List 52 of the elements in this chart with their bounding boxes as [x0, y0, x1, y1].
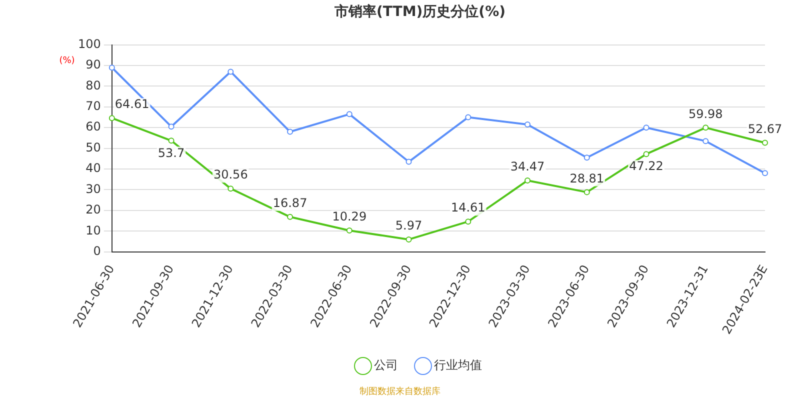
point [643, 124, 650, 131]
point [406, 158, 412, 165]
data-label: 52.67 [748, 122, 782, 136]
point [346, 111, 352, 118]
point [465, 114, 472, 120]
data-label: 16.87 [272, 196, 308, 210]
point [762, 140, 768, 146]
y-tick-label: 90 [86, 58, 101, 72]
y-tick-label: 100 [78, 36, 101, 51]
data-label: 30.56 [213, 168, 248, 182]
data-label: 59.98 [688, 106, 723, 121]
point [524, 122, 531, 128]
data-label: 5.97 [395, 218, 422, 233]
text: 制图数据来自数据库 [360, 386, 440, 397]
data-label: 64.61 [114, 97, 150, 112]
y-tick-label: 40 [86, 161, 101, 176]
y-tick-label: 70 [86, 99, 101, 114]
point [228, 68, 234, 75]
y-tick-label: 0 [93, 244, 101, 258]
point [465, 218, 472, 225]
y-tick-label: 20 [86, 202, 101, 217]
point [108, 115, 115, 122]
point [228, 186, 234, 192]
point [346, 228, 352, 234]
point [287, 214, 294, 220]
data-label: 47.22 [629, 159, 664, 174]
legend-label: 公司 [374, 358, 398, 372]
point [168, 124, 174, 130]
y-axis-title: (%) [59, 56, 75, 66]
y-tick-label: 30 [86, 182, 101, 196]
y-tick-label: 50 [86, 140, 101, 154]
point [702, 124, 709, 131]
data-label: 14.61 [450, 200, 486, 215]
point [287, 128, 294, 135]
point [702, 138, 709, 144]
data-label: 28.81 [570, 171, 604, 186]
point [168, 138, 174, 144]
point [524, 177, 531, 184]
point [406, 236, 412, 242]
point [108, 64, 115, 71]
point [584, 154, 590, 161]
y-tick-label: 80 [86, 78, 101, 92]
data-label: 10.29 [332, 210, 367, 224]
chart-title: 市销率(TTM)历史分位(%) [334, 3, 506, 20]
data-label: 34.47 [510, 160, 545, 174]
point [643, 151, 650, 158]
legend-label: 行业均值 [434, 358, 482, 372]
point [762, 170, 768, 176]
y-tick-label: 60 [86, 120, 101, 134]
point [584, 189, 590, 196]
y-tick-label: 10 [86, 223, 101, 238]
data-label: 53.7 [158, 146, 185, 160]
